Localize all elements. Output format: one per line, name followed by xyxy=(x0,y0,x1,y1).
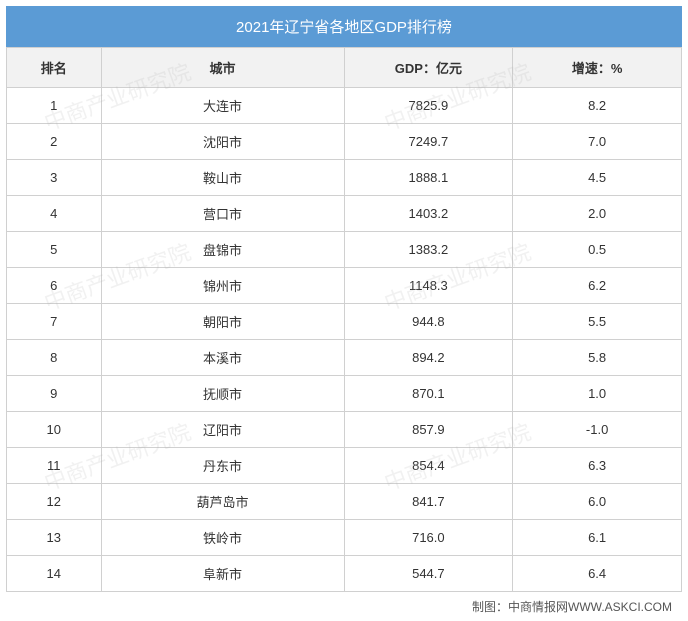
table-cell: 841.7 xyxy=(344,484,513,520)
table-cell: 12 xyxy=(7,484,102,520)
table-header-row: 排名 城市 GDP：亿元 增速：% xyxy=(7,48,682,88)
table-container: 2021年辽宁省各地区GDP排行榜 排名 城市 GDP：亿元 增速：% 1大连市… xyxy=(0,0,688,621)
table-cell: 6.3 xyxy=(513,448,682,484)
table-row: 13铁岭市716.06.1 xyxy=(7,520,682,556)
table-row: 9抚顺市870.11.0 xyxy=(7,376,682,412)
table-row: 12葫芦岛市841.76.0 xyxy=(7,484,682,520)
table-cell: 3 xyxy=(7,160,102,196)
table-cell: 大连市 xyxy=(101,88,344,124)
table-cell: 8 xyxy=(7,340,102,376)
table-row: 14阜新市544.76.4 xyxy=(7,556,682,592)
table-row: 8本溪市894.25.8 xyxy=(7,340,682,376)
table-cell: 7249.7 xyxy=(344,124,513,160)
table-cell: 2 xyxy=(7,124,102,160)
table-cell: 1383.2 xyxy=(344,232,513,268)
column-header-rank: 排名 xyxy=(7,48,102,88)
table-cell: 13 xyxy=(7,520,102,556)
table-row: 4营口市1403.22.0 xyxy=(7,196,682,232)
table-cell: 7.0 xyxy=(513,124,682,160)
gdp-table: 排名 城市 GDP：亿元 增速：% 1大连市7825.98.22沈阳市7249.… xyxy=(6,47,682,592)
table-cell: 0.5 xyxy=(513,232,682,268)
table-cell: 9 xyxy=(7,376,102,412)
table-cell: 沈阳市 xyxy=(101,124,344,160)
table-row: 6锦州市1148.36.2 xyxy=(7,268,682,304)
table-row: 5盘锦市1383.20.5 xyxy=(7,232,682,268)
table-cell: 6.1 xyxy=(513,520,682,556)
table-cell: 辽阳市 xyxy=(101,412,344,448)
table-cell: 5 xyxy=(7,232,102,268)
table-cell: 盘锦市 xyxy=(101,232,344,268)
table-cell: 8.2 xyxy=(513,88,682,124)
table-row: 7朝阳市944.85.5 xyxy=(7,304,682,340)
table-cell: 870.1 xyxy=(344,376,513,412)
table-row: 2沈阳市7249.77.0 xyxy=(7,124,682,160)
page-title: 2021年辽宁省各地区GDP排行榜 xyxy=(6,6,682,47)
table-cell: 7 xyxy=(7,304,102,340)
table-cell: 丹东市 xyxy=(101,448,344,484)
table-cell: 鞍山市 xyxy=(101,160,344,196)
table-cell: 894.2 xyxy=(344,340,513,376)
column-header-growth: 增速：% xyxy=(513,48,682,88)
table-cell: 铁岭市 xyxy=(101,520,344,556)
table-cell: 11 xyxy=(7,448,102,484)
table-cell: 2.0 xyxy=(513,196,682,232)
table-cell: 本溪市 xyxy=(101,340,344,376)
column-header-gdp: GDP：亿元 xyxy=(344,48,513,88)
table-cell: 857.9 xyxy=(344,412,513,448)
table-cell: 葫芦岛市 xyxy=(101,484,344,520)
table-cell: 4.5 xyxy=(513,160,682,196)
table-cell: 6.4 xyxy=(513,556,682,592)
footer-credit: 制图：中商情报网WWW.ASKCI.COM xyxy=(6,592,682,615)
table-row: 10辽阳市857.9-1.0 xyxy=(7,412,682,448)
table-cell: 1403.2 xyxy=(344,196,513,232)
table-cell: 阜新市 xyxy=(101,556,344,592)
table-cell: 抚顺市 xyxy=(101,376,344,412)
table-cell: 854.4 xyxy=(344,448,513,484)
table-cell: 1148.3 xyxy=(344,268,513,304)
table-row: 1大连市7825.98.2 xyxy=(7,88,682,124)
column-header-city: 城市 xyxy=(101,48,344,88)
table-row: 11丹东市854.46.3 xyxy=(7,448,682,484)
table-cell: 944.8 xyxy=(344,304,513,340)
table-cell: 6.2 xyxy=(513,268,682,304)
table-cell: 锦州市 xyxy=(101,268,344,304)
table-cell: 544.7 xyxy=(344,556,513,592)
table-cell: 1 xyxy=(7,88,102,124)
table-cell: 10 xyxy=(7,412,102,448)
table-cell: 朝阳市 xyxy=(101,304,344,340)
table-cell: 1.0 xyxy=(513,376,682,412)
table-cell: 1888.1 xyxy=(344,160,513,196)
table-cell: -1.0 xyxy=(513,412,682,448)
table-row: 3鞍山市1888.14.5 xyxy=(7,160,682,196)
table-cell: 6 xyxy=(7,268,102,304)
table-cell: 营口市 xyxy=(101,196,344,232)
table-cell: 5.8 xyxy=(513,340,682,376)
table-cell: 5.5 xyxy=(513,304,682,340)
table-cell: 7825.9 xyxy=(344,88,513,124)
table-cell: 4 xyxy=(7,196,102,232)
table-cell: 6.0 xyxy=(513,484,682,520)
table-cell: 716.0 xyxy=(344,520,513,556)
table-cell: 14 xyxy=(7,556,102,592)
